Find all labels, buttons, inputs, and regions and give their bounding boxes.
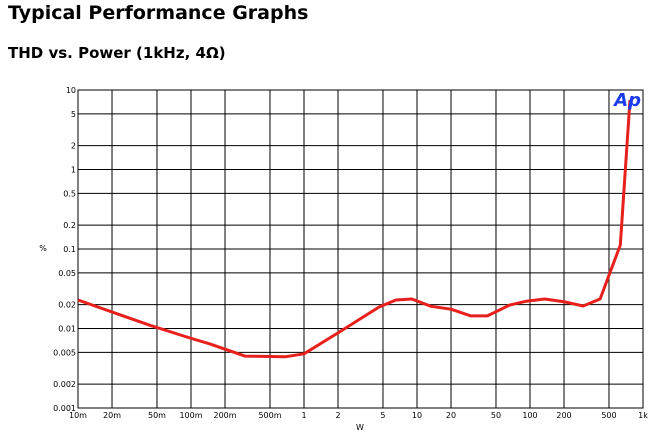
x-tick-label: 50	[491, 411, 501, 420]
x-tick-label: 10m	[69, 411, 87, 420]
y-tick-label: 0.005	[53, 348, 76, 357]
y-tick-label: 0.5	[63, 189, 76, 198]
x-tick-label: 1	[301, 411, 306, 420]
y-tick-label: 0.002	[53, 380, 76, 389]
x-tick-label: 100	[522, 411, 537, 420]
x-tick-label: 1k	[638, 411, 648, 420]
x-tick-label: 10	[412, 411, 422, 420]
y-tick-label: 0.2	[63, 221, 76, 230]
y-tick-label: 2	[71, 142, 76, 151]
x-tick-label: 200	[556, 411, 571, 420]
y-tick-label: 0.02	[58, 301, 76, 310]
data-line	[77, 99, 632, 359]
y-tick-label: 1	[71, 166, 76, 175]
x-tick-label: 500m	[258, 411, 281, 420]
x-tick-label: 200m	[213, 411, 236, 420]
x-tick-label: 100m	[179, 411, 202, 420]
logo: Ap	[612, 90, 641, 111]
x-tick-label: 2	[335, 411, 340, 420]
y-axis-label: %	[39, 244, 47, 253]
y-tick-label: 5	[71, 110, 76, 119]
y-tick-label: 10	[66, 86, 76, 95]
x-tick-label: 20m	[103, 411, 121, 420]
y-tick-label: 0.1	[63, 245, 76, 254]
x-tick-label: 500	[601, 411, 616, 420]
y-tick-label: 0.001	[53, 404, 76, 413]
y-tick-label: 0.05	[58, 269, 76, 278]
x-tick-label: 5	[380, 411, 385, 420]
chart-title: THD vs. Power (1kHz, 4Ω)	[8, 44, 226, 62]
x-axis-label: W	[356, 423, 364, 432]
y-tick-label: 0.01	[58, 325, 76, 334]
x-tick-label: 50m	[148, 411, 166, 420]
x-tick-label: 20	[446, 411, 456, 420]
page-title: Typical Performance Graphs	[8, 2, 308, 24]
